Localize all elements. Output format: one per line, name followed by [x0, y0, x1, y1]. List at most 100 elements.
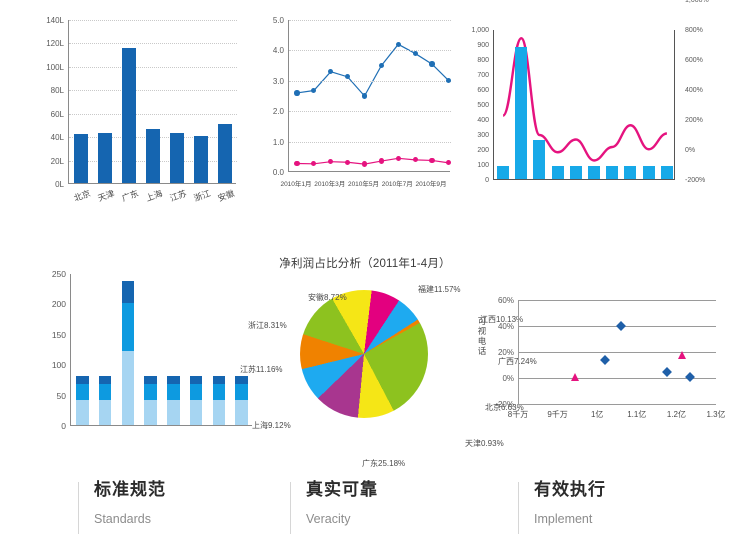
stacked-chart-y-tick-label: 50: [56, 390, 66, 401]
footer-item-1: 标准规范 Standards: [78, 478, 166, 534]
footer-item-title: 标准规范: [94, 480, 166, 499]
videophone-scatter-chart: 可视电话 -20% 0% 20% 40% 60% 8千万 9千万 1亿 1.1亿 1.2亿 1.3…: [470, 288, 746, 448]
line-chart-data-point: [311, 87, 317, 94]
footer-divider: [290, 482, 291, 534]
stacked-chart-segment: [121, 280, 135, 303]
pie-chart-slice-label: 天津0.93%: [465, 439, 504, 448]
bar-chart-y-tick-label: 120L: [46, 39, 64, 49]
line-chart-data-point: [345, 74, 351, 80]
stacked-chart-bar: [212, 375, 226, 425]
stacked-chart-y-tick-label: 100: [51, 360, 66, 371]
stacked-chart-segment: [98, 383, 112, 401]
combo-chart-left-tick-label: 400: [477, 117, 489, 124]
footer-item-subtitle: Veracity: [306, 512, 351, 526]
scatter-chart-y-tick-label: 60%: [497, 296, 514, 305]
combo-chart-right-tick-label: 0%: [685, 147, 696, 154]
bar-chart-y-tick-label: 0L: [55, 180, 64, 189]
pie-chart-slice-label: 江苏11.16%: [240, 365, 283, 374]
footer-item-subtitle: Standards: [94, 512, 151, 526]
stacked-chart-y-tick-label: 150: [51, 329, 66, 340]
scatter-chart-diamond-marker: [616, 321, 626, 331]
combo-chart-left-tick-label: 200: [477, 147, 489, 154]
line-chart-data-point: [378, 158, 384, 164]
scatter-chart-diamond-marker: [685, 372, 696, 383]
stacked-chart-segment: [235, 383, 248, 401]
stacked-chart-plot-area: [70, 274, 252, 426]
net-profit-share-pie-chart: 净利润占比分析（2011年1-4月） 福建11.57% 江西10.13% 广西7.2…: [240, 255, 537, 468]
combo-chart-bar: [497, 166, 510, 179]
scatter-chart-x-tick-label: 1.3亿: [706, 410, 726, 419]
scatter-chart-y-tick-label: 20%: [497, 348, 514, 357]
line-chart-y-tick-label: 5.0: [272, 16, 284, 25]
stacked-chart-segment: [121, 350, 135, 425]
line-chart-x-tick-label: 2010年3月: [314, 181, 346, 188]
stacked-chart-y-tick-label: 0: [61, 421, 66, 431]
scatter-chart-gridline: [518, 300, 716, 301]
stacked-chart-segment: [144, 383, 157, 401]
pie-chart-slice-label: 广东25.18%: [362, 459, 406, 468]
bar-chart-plot-area: [68, 20, 237, 184]
stacked-chart-segment: [121, 302, 135, 351]
combo-chart-right-tick-label: 400%: [685, 87, 703, 94]
scatter-chart-x-tick-label: 9千万: [547, 410, 568, 419]
line-chart-gridline: [289, 111, 451, 113]
combo-chart-right-tick-label: 600%: [685, 57, 703, 64]
line-chart-x-tick-label: 2010年5月: [347, 181, 380, 188]
line-chart-series-paths: [296, 43, 450, 165]
stacked-chart-segment: [212, 375, 226, 384]
monthly-trend-line-chart: 0.0 1.0 2.0 3.0 4.0 5.0 2010年1月 2010年3月 2010年5月…: [258, 14, 460, 210]
volume-growth-combo-chart: 0 100 200 300 400 500 600 700 800 900 1,000 -200% 0…: [460, 0, 748, 214]
stacked-chart-segment: [167, 383, 180, 401]
pie-chart-slice-label: 上海9.12%: [252, 421, 291, 430]
line-chart-data-point: [412, 157, 418, 163]
scatter-chart-y-tick-label: -20%: [495, 400, 514, 409]
scatter-chart-gridline: [518, 352, 716, 353]
line-chart-gridline: [289, 20, 451, 21]
line-chart-series-line: [296, 157, 449, 165]
bar-chart-bar: [74, 133, 88, 183]
line-chart-data-point: [446, 78, 452, 84]
pie-chart-slice-label: 福建11.57%: [418, 285, 461, 294]
bar-chart-gridline: [69, 66, 237, 68]
pie-chart-slice-label: 浙江8.31%: [248, 321, 287, 330]
stacked-chart-segment: [189, 383, 203, 401]
combo-chart-right-tick-label: 1,000%: [685, 0, 709, 4]
scatter-chart-diamond-marker: [600, 354, 611, 365]
scatter-chart-plot-area: [518, 300, 716, 405]
scatter-chart-triangle-marker: [678, 350, 687, 359]
line-chart-data-point: [446, 160, 452, 166]
scatter-chart-gridline: [518, 404, 716, 405]
combo-chart-right-tick-label: 800%: [685, 27, 703, 34]
combo-chart-line-path: [501, 37, 668, 162]
stacked-chart-segment: [76, 383, 89, 401]
stacked-chart-segment: [76, 375, 89, 384]
footer-item-subtitle: Implement: [534, 512, 593, 526]
stacked-chart-segment: [167, 375, 180, 384]
scatter-chart-diamond-marker: [661, 366, 672, 377]
stacked-chart-segment: [76, 400, 89, 425]
combo-chart-right-tick-label: -200%: [685, 177, 706, 184]
stacked-chart-segment: [98, 400, 112, 425]
stacked-chart-bar: [98, 375, 112, 425]
pie-chart-slice-label: 江西10.13%: [480, 315, 524, 324]
bar-chart-y-tick-label: 100L: [46, 62, 64, 72]
combo-chart-left-tick-label: 700: [477, 72, 489, 79]
line-chart-data-point: [412, 50, 418, 57]
combo-chart-left-tick-label: 1,000: [471, 27, 489, 34]
stacked-chart-segment: [235, 375, 248, 384]
stacked-chart-segment: [189, 400, 203, 425]
line-chart-data-point: [328, 69, 334, 75]
line-chart-data-point: [345, 159, 351, 165]
bar-chart-y-tick-label: 60L: [50, 109, 64, 119]
footer-item-title: 真实可靠: [306, 480, 378, 499]
bar-chart-bar: [194, 135, 208, 183]
scatter-chart-x-tick-label: 1亿: [590, 410, 604, 419]
stacked-chart-segment: [235, 400, 248, 425]
pie-chart-slice-label: 北京6.63%: [485, 403, 524, 412]
footer-feature-row: 标准规范 Standards 真实可靠 Veracity 有效执行 Implement: [0, 470, 750, 560]
bar-chart-bar: [122, 48, 136, 183]
stacked-chart-segment: [167, 400, 180, 425]
line-chart-data-point: [294, 160, 300, 167]
line-chart-x-tick-label: 2010年1月: [280, 181, 312, 188]
scatter-chart-x-tick-label: 1.2亿: [666, 410, 686, 419]
